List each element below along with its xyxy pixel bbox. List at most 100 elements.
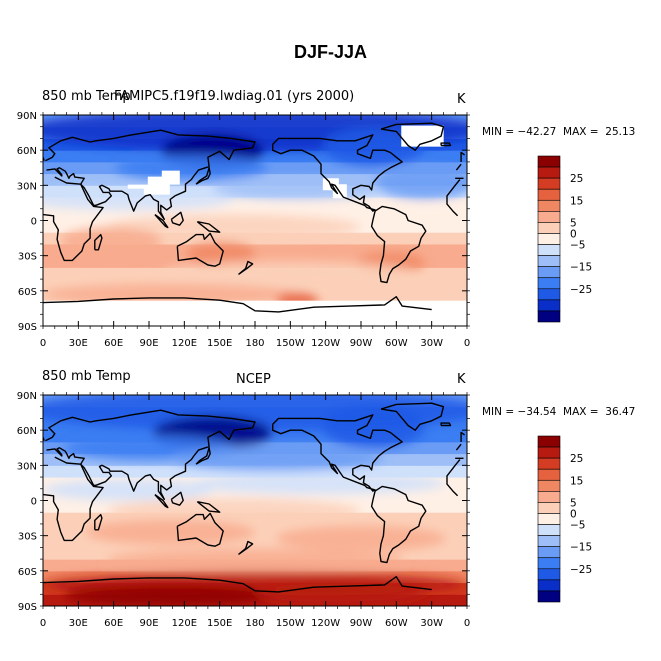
colorbar-swatch: [537, 479, 561, 492]
panel2-source-label: NCEP: [236, 372, 271, 387]
field-anomaly: [254, 582, 425, 604]
x-tick-label: 0: [40, 618, 46, 629]
coastline: [45, 409, 256, 500]
y-tick-label: 0: [31, 497, 37, 508]
coastline: [460, 431, 465, 442]
x-tick-label: 60W: [385, 338, 408, 349]
field-anomaly: [115, 155, 268, 181]
y-tick-label: 90S: [18, 602, 37, 613]
x-tick-label: 150E: [207, 338, 232, 349]
panel1-map: 0 30E 60E 90E 120E 150E 180 150W 120W 90W 60W 30W 09…: [17, 111, 592, 349]
colorbar-swatch: [537, 211, 561, 223]
colorbar-swatch: [537, 277, 561, 290]
coastline: [380, 402, 445, 431]
x-tick-label: 60W: [385, 618, 408, 629]
colorbar-swatch: [537, 513, 561, 525]
panel2-max-value: 36.47: [605, 406, 636, 418]
panel2-variable-label: 850 mb Temp: [42, 369, 131, 384]
colorbar-swatch: [537, 546, 561, 559]
x-tick-label: 90W: [350, 618, 373, 629]
coastline: [196, 221, 221, 233]
colorbar-swatch: [537, 199, 561, 212]
field-anomaly: [85, 519, 255, 545]
y-tick-label: 30S: [18, 252, 37, 263]
coastline: [43, 576, 432, 593]
x-tick-label: 120W: [311, 618, 340, 629]
panel1-coastlines: [43, 122, 465, 313]
panel1-colorbar: 25 15 50−5 −15 −25: [537, 155, 592, 323]
coastline: [195, 167, 211, 185]
x-tick-label: 150W: [276, 618, 305, 629]
coastline: [196, 501, 221, 513]
x-tick-label: 60E: [104, 618, 123, 629]
colorbar-label: −5: [570, 240, 585, 252]
field-anomaly: [212, 178, 383, 200]
colorbar-label: 0: [570, 508, 577, 520]
x-tick-label: 0: [40, 338, 46, 349]
colorbar-swatch: [537, 568, 561, 581]
coastline: [440, 422, 452, 427]
coastline: [43, 176, 104, 262]
colorbar-swatch: [537, 310, 561, 323]
x-tick-label: 30E: [69, 338, 88, 349]
x-tick-label: 30W: [420, 338, 443, 349]
colorbar-swatch: [537, 557, 561, 570]
field-anomaly: [43, 479, 213, 501]
y-tick-label: 60S: [18, 567, 37, 578]
colorbar-swatch: [537, 579, 561, 592]
field-anomaly: [64, 584, 277, 606]
colorbar-label: −25: [570, 284, 592, 296]
panel2-coastlines: [43, 402, 465, 593]
colorbar-swatch: [537, 244, 561, 256]
panel2-colorbar: 25 15 50−5 −15 −25: [537, 435, 592, 603]
coastline: [238, 540, 254, 555]
field-anomaly: [59, 226, 162, 257]
x-tick-label: 0: [464, 338, 470, 349]
missing-tibet: [127, 170, 180, 195]
colorbar-swatch: [537, 255, 561, 267]
colorbar-label: 5: [570, 217, 577, 229]
y-tick-label: 90S: [18, 322, 37, 333]
panel1-variable-label: 850 mb Temp: [42, 89, 131, 104]
panel2-minmax: MIN = −34.54 MAX = 36.47: [482, 406, 635, 418]
colorbar-label: 25: [570, 453, 583, 465]
coastline: [43, 456, 104, 542]
colorbar-swatch: [537, 299, 561, 312]
colorbar-swatch: [537, 502, 561, 514]
x-tick-label: 150W: [276, 338, 305, 349]
coastline: [94, 233, 103, 251]
colorbar-swatch: [537, 446, 561, 459]
panel2-units-label: K: [457, 372, 466, 387]
field-anomaly-group: [43, 115, 467, 310]
panel1-units-label: K: [457, 92, 466, 107]
field-anomaly: [106, 214, 361, 240]
coastline: [455, 443, 462, 451]
panel1-source-label: FAMIPC5.f19f19.lwdiag.01 (yrs 2000): [114, 89, 355, 104]
colorbar-label: −25: [570, 564, 592, 576]
y-tick-label: 30S: [18, 532, 37, 543]
coastline: [154, 494, 169, 509]
y-tick-label: 60S: [18, 287, 37, 298]
coastline: [455, 163, 462, 171]
colorbar-label: −15: [570, 542, 592, 554]
x-tick-label: 90E: [139, 338, 158, 349]
field-anomaly: [106, 549, 404, 571]
colorbar-label: 5: [570, 497, 577, 509]
coastline: [170, 491, 184, 506]
panel2-max-label: MAX =: [563, 406, 602, 418]
x-tick-label: 90W: [350, 338, 373, 349]
figure-title: DJF-JJA: [293, 42, 368, 62]
x-tick-label: 120W: [311, 338, 340, 349]
coastline: [460, 151, 465, 162]
colorbar-swatch: [537, 177, 561, 190]
colorbar-label: 25: [570, 173, 583, 185]
missing-greenland: [401, 125, 444, 147]
coastline: [370, 485, 427, 564]
x-tick-label: 150E: [207, 618, 232, 629]
x-tick-label: 30E: [69, 618, 88, 629]
panel2-map: 0 30E 60E 90E 120E 150E 180 150W 120W 90W 60W 30W 09…: [17, 391, 592, 629]
x-tick-label: 120E: [172, 338, 197, 349]
colorbar-swatch: [537, 155, 561, 168]
coastline: [238, 260, 254, 275]
